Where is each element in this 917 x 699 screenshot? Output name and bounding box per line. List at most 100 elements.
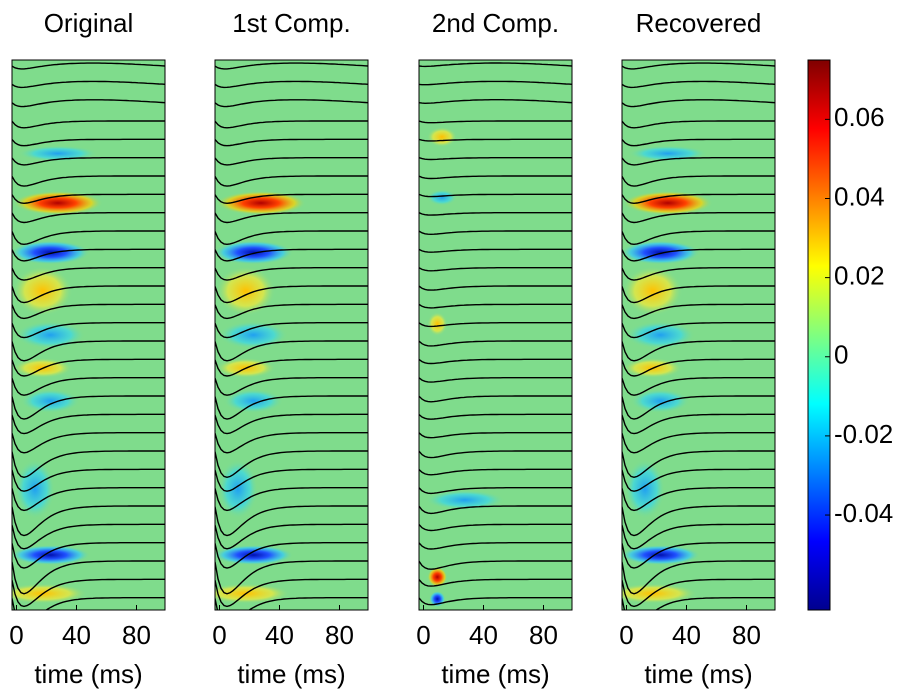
trace [419, 377, 572, 383]
heatmap-blob [622, 545, 701, 565]
trace [622, 120, 775, 129]
x-tick-label: 80 [529, 620, 558, 650]
trace [215, 193, 368, 205]
trace [12, 578, 165, 608]
panel-frame [214, 59, 369, 611]
panel-title: 2nd Comp. [432, 8, 559, 38]
trace [419, 560, 572, 570]
trace [622, 542, 775, 569]
x-axis-label: time (ms) [237, 659, 345, 689]
trace [215, 175, 368, 187]
x-tick-label: 40 [62, 620, 91, 650]
trace [215, 212, 368, 224]
trace [215, 80, 368, 89]
trace [622, 99, 775, 108]
trace [215, 340, 368, 362]
trace [622, 597, 775, 610]
colorbar [807, 59, 831, 611]
trace [12, 395, 165, 420]
colorbar-tick-label: 0.04 [834, 181, 885, 211]
trace [622, 450, 775, 479]
trace [622, 578, 775, 608]
trace [12, 248, 165, 262]
trace [622, 340, 775, 362]
trace [622, 505, 775, 537]
panel-frame [621, 59, 776, 611]
trace [215, 560, 368, 595]
trace [215, 62, 368, 70]
heatmap-blob [215, 266, 276, 316]
heatmap-blob [218, 321, 289, 349]
trace [419, 175, 572, 180]
heatmap-blob [630, 389, 691, 413]
trace [419, 212, 572, 216]
heatmap-blob [625, 321, 696, 349]
trace [419, 80, 572, 86]
heatmap-blob [215, 240, 294, 265]
trace [622, 560, 775, 595]
x-tick-label: 0 [416, 620, 430, 650]
panel-title: 1st Comp. [232, 8, 351, 38]
trace [12, 377, 165, 396]
trace [12, 212, 165, 224]
heatmap-blob [622, 240, 701, 265]
trace [215, 303, 368, 320]
trace [215, 597, 368, 610]
trace [419, 230, 572, 236]
colorbar-tick-label: -0.02 [834, 419, 893, 449]
trace [215, 230, 368, 246]
heatmap [215, 60, 368, 610]
trace [419, 358, 572, 365]
heatmap-blob [12, 266, 73, 316]
x-axis-label: time (ms) [34, 659, 142, 689]
colorbar-tick-label: -0.04 [834, 498, 893, 528]
trace [622, 267, 775, 281]
trace [215, 432, 368, 454]
trace [12, 99, 165, 108]
heatmap-blob [15, 321, 86, 349]
heatmap-blob [20, 389, 81, 413]
panel-title: Original [44, 8, 134, 38]
heatmap-background [419, 60, 572, 610]
heatmap [12, 60, 165, 610]
trace [419, 157, 572, 161]
colorbar-tick-label: 0.02 [834, 261, 885, 291]
trace [419, 432, 572, 439]
trace [419, 523, 572, 532]
panel-frame [418, 59, 573, 611]
trace [12, 230, 165, 246]
trace [12, 358, 165, 377]
trace [12, 322, 165, 339]
heatmap-blob [12, 240, 91, 265]
heatmap-blob [223, 389, 284, 413]
trace [12, 303, 165, 320]
trace [622, 413, 775, 435]
trace [12, 267, 165, 281]
trace [12, 450, 165, 479]
trace [622, 157, 775, 166]
trace [419, 285, 572, 291]
trace [215, 523, 368, 550]
trace [12, 597, 165, 610]
heatmap-blob [12, 583, 88, 604]
heatmap-blob [14, 459, 55, 519]
trace [419, 597, 572, 606]
trace [419, 487, 572, 495]
trace [215, 267, 368, 281]
trace [622, 62, 775, 70]
heatmap-blob [217, 459, 258, 519]
trace [12, 560, 165, 595]
trace [419, 542, 572, 550]
trace [622, 377, 775, 396]
heatmap [622, 60, 775, 610]
trace [12, 175, 165, 187]
heatmap [419, 60, 572, 610]
heatmap-blob [426, 189, 457, 206]
trace [419, 413, 572, 420]
trace [215, 413, 368, 435]
trace [12, 432, 165, 454]
trace [622, 487, 775, 512]
trace [12, 468, 165, 492]
heatmap-blob [215, 545, 294, 565]
